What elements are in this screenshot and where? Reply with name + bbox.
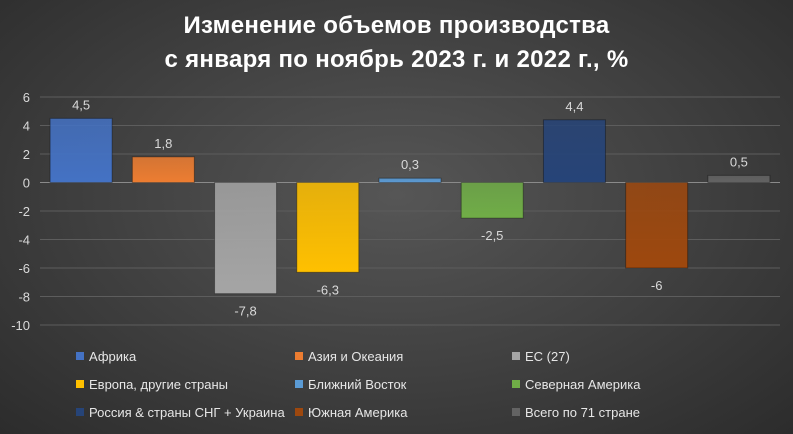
legend-item: Северная Америка <box>512 376 640 392</box>
data-label: 0,3 <box>401 157 419 172</box>
legend-swatch <box>76 380 84 388</box>
legend-swatch <box>295 408 303 416</box>
bar <box>296 182 360 273</box>
data-label: 0,5 <box>730 154 748 169</box>
legend-label: Европа, другие страны <box>89 376 228 392</box>
legend-swatch <box>295 352 303 360</box>
legend-label: ЕС (27) <box>525 348 570 364</box>
bar <box>542 119 606 184</box>
legend-swatch <box>76 352 84 360</box>
legend-swatch <box>76 408 84 416</box>
bar <box>625 182 689 269</box>
legend-item: Ближний Восток <box>295 376 406 392</box>
chart-title-line-1: Изменение объемов производства <box>183 12 610 39</box>
legend-label: Россия & страны СНГ + Украина <box>89 404 285 420</box>
y-tick-label: -6 <box>18 261 30 276</box>
data-label: -6,3 <box>317 282 339 297</box>
y-tick-label: -2 <box>18 204 30 219</box>
bar <box>460 182 524 219</box>
legend-item: Африка <box>76 348 136 364</box>
data-label: -6 <box>651 278 663 293</box>
legend-swatch <box>512 408 520 416</box>
y-tick-label: 6 <box>23 90 30 105</box>
data-label: 4,5 <box>72 97 90 112</box>
bar <box>131 156 195 184</box>
legend-label: Африка <box>89 348 137 364</box>
y-tick-label: 0 <box>23 176 30 191</box>
y-tick-label: 4 <box>23 119 30 134</box>
legend-item: Европа, другие страны <box>76 376 228 392</box>
data-label: 1,8 <box>154 136 172 151</box>
y-tick-label: 2 <box>23 147 30 162</box>
data-label: -7,8 <box>234 304 256 319</box>
bar <box>378 177 442 184</box>
bar <box>707 174 771 183</box>
y-tick-label: -10 <box>11 318 30 333</box>
legend-item: Россия & страны СНГ + Украина <box>76 404 285 420</box>
legend-item: Всего по 71 стране <box>512 404 640 420</box>
legend-item: Южная Америка <box>295 404 407 420</box>
legend-label: Азия и Океания <box>308 348 404 364</box>
data-label: -2,5 <box>481 228 503 243</box>
bar <box>214 182 278 295</box>
y-tick-label: -4 <box>18 233 30 248</box>
legend-label: Северная Америка <box>525 376 641 392</box>
data-label: 4,4 <box>565 99 583 114</box>
bar <box>49 117 113 183</box>
legend-swatch <box>512 380 520 388</box>
legend-swatch <box>512 352 520 360</box>
chart-title-line-2: с января по ноябрь 2023 г. и 2022 г., % <box>164 46 629 73</box>
legend-label: Всего по 71 стране <box>525 404 640 420</box>
legend-label: Ближний Восток <box>308 376 407 392</box>
legend-swatch <box>295 380 303 388</box>
legend-label: Южная Америка <box>308 404 408 420</box>
y-tick-label: -8 <box>18 290 30 305</box>
legend-item: Азия и Океания <box>295 348 403 364</box>
legend-item: ЕС (27) <box>512 348 570 364</box>
